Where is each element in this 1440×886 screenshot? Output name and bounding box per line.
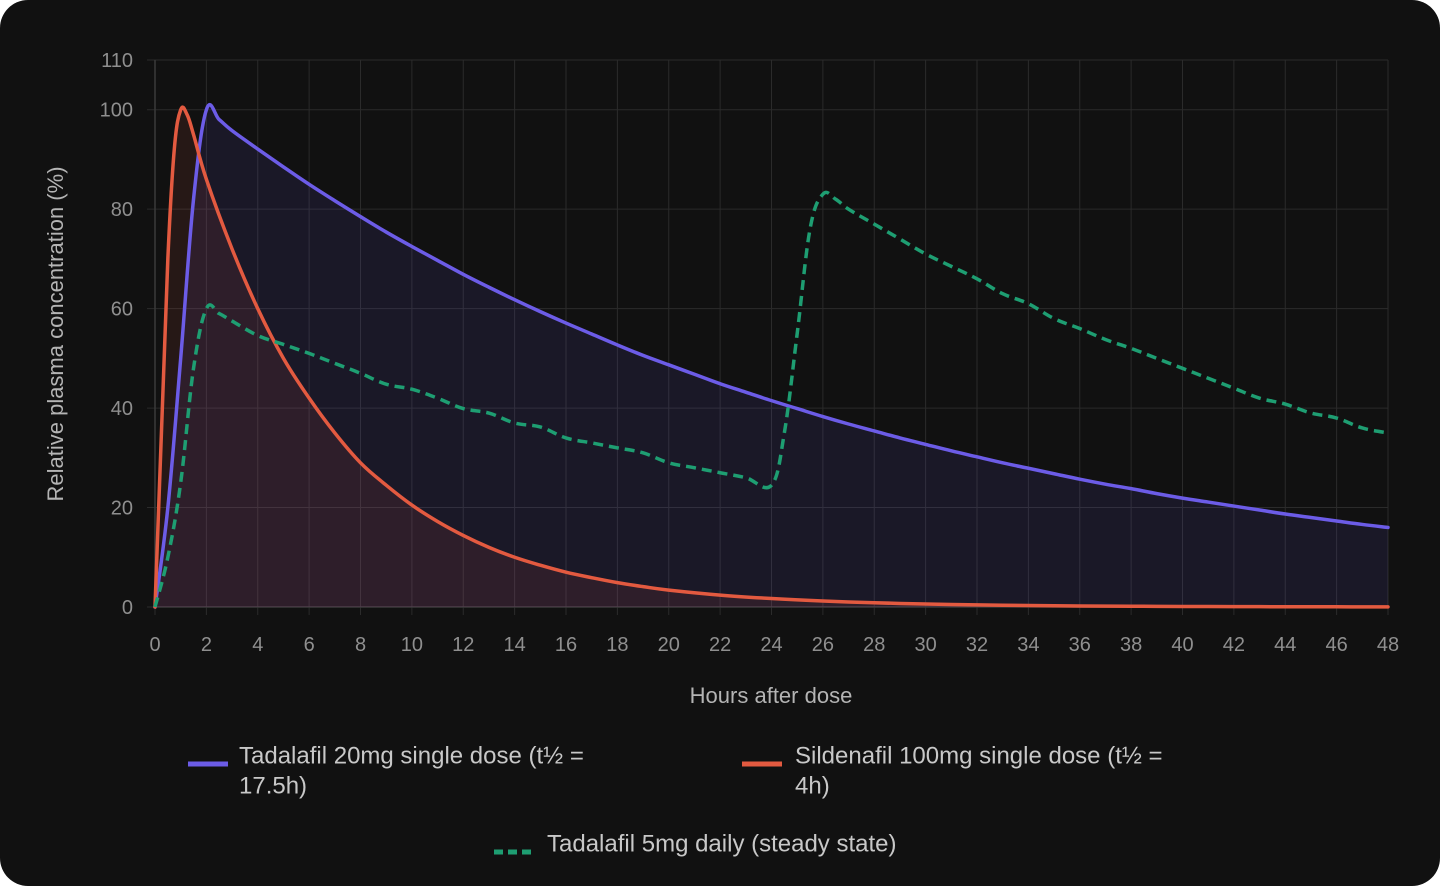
- legend-item-2: Tadalafil 5mg daily (steady state): [494, 830, 897, 857]
- legend-label: Tadalafil 20mg single dose (t½ =: [239, 742, 584, 769]
- x-tick-label: 8: [355, 634, 366, 656]
- legend-item-1: Sildenafil 100mg single dose (t½ = 4h): [742, 742, 1163, 799]
- series-area-1: [155, 107, 1388, 607]
- x-tick-label: 34: [1017, 634, 1039, 656]
- x-tick-label: 36: [1069, 634, 1091, 656]
- y-tick-label: 60: [111, 299, 133, 321]
- grid: [147, 59, 1389, 615]
- x-tick-label: 28: [863, 634, 885, 656]
- y-tick-label: 110: [101, 50, 133, 72]
- legend-label: 17.5h): [239, 772, 307, 799]
- x-tick-label: 44: [1274, 634, 1296, 656]
- y-tick-label: 80: [111, 199, 133, 221]
- x-tick-label: 20: [658, 634, 680, 656]
- x-tick-label: 4: [252, 634, 263, 656]
- legend-label: Tadalafil 5mg daily (steady state): [547, 830, 897, 857]
- legend-label: 4h): [795, 772, 830, 799]
- y-axis-title: Relative plasma concentration (%): [43, 166, 68, 501]
- x-tick-label: 30: [915, 634, 937, 656]
- series-line-2: [153, 190, 1389, 608]
- x-tick-label: 22: [709, 634, 731, 656]
- series-fills: [155, 104, 1388, 607]
- legend-item-0: Tadalafil 20mg single dose (t½ = 17.5h): [188, 742, 584, 799]
- y-tick-label: 20: [111, 498, 133, 520]
- x-tick-label: 40: [1171, 634, 1193, 656]
- series-lines: [153, 102, 1390, 609]
- series-area-0: [155, 104, 1388, 607]
- series-line-1: [153, 105, 1390, 609]
- x-tick-label: 38: [1120, 634, 1142, 656]
- legend-label: Sildenafil 100mg single dose (t½ =: [795, 742, 1163, 769]
- x-tick-label: 12: [452, 634, 474, 656]
- x-axis-title: Hours after dose: [690, 683, 853, 708]
- x-tick-label: 10: [401, 634, 423, 656]
- y-axis-ticks: 0 20 40 60 80 100 110: [100, 50, 133, 619]
- x-tick-label: 18: [606, 634, 628, 656]
- x-tick-label: 16: [555, 634, 577, 656]
- x-tick-label: 14: [504, 634, 526, 656]
- x-tick-label: 24: [760, 634, 782, 656]
- x-tick-label: 48: [1377, 634, 1399, 656]
- x-tick-label: 26: [812, 634, 834, 656]
- x-tick-label: 2: [201, 634, 212, 656]
- y-tick-label: 100: [100, 100, 133, 122]
- x-tick-label: 32: [966, 634, 988, 656]
- x-tick-label: 6: [304, 634, 315, 656]
- x-tick-label: 0: [149, 634, 160, 656]
- y-tick-label: 40: [111, 398, 133, 420]
- x-tick-label: 42: [1223, 634, 1245, 656]
- series-line-0: [153, 102, 1390, 609]
- y-tick-label: 0: [122, 597, 133, 619]
- x-tick-label: 46: [1326, 634, 1348, 656]
- x-axis-ticks: 0 2 4 6 8 10 12 14 16 18 20 22 24 26 28 30 32 34 36 38 40 42 4…: [149, 634, 1399, 656]
- legend: Tadalafil 20mg single dose (t½ = 17.5h) Si…: [188, 742, 1163, 857]
